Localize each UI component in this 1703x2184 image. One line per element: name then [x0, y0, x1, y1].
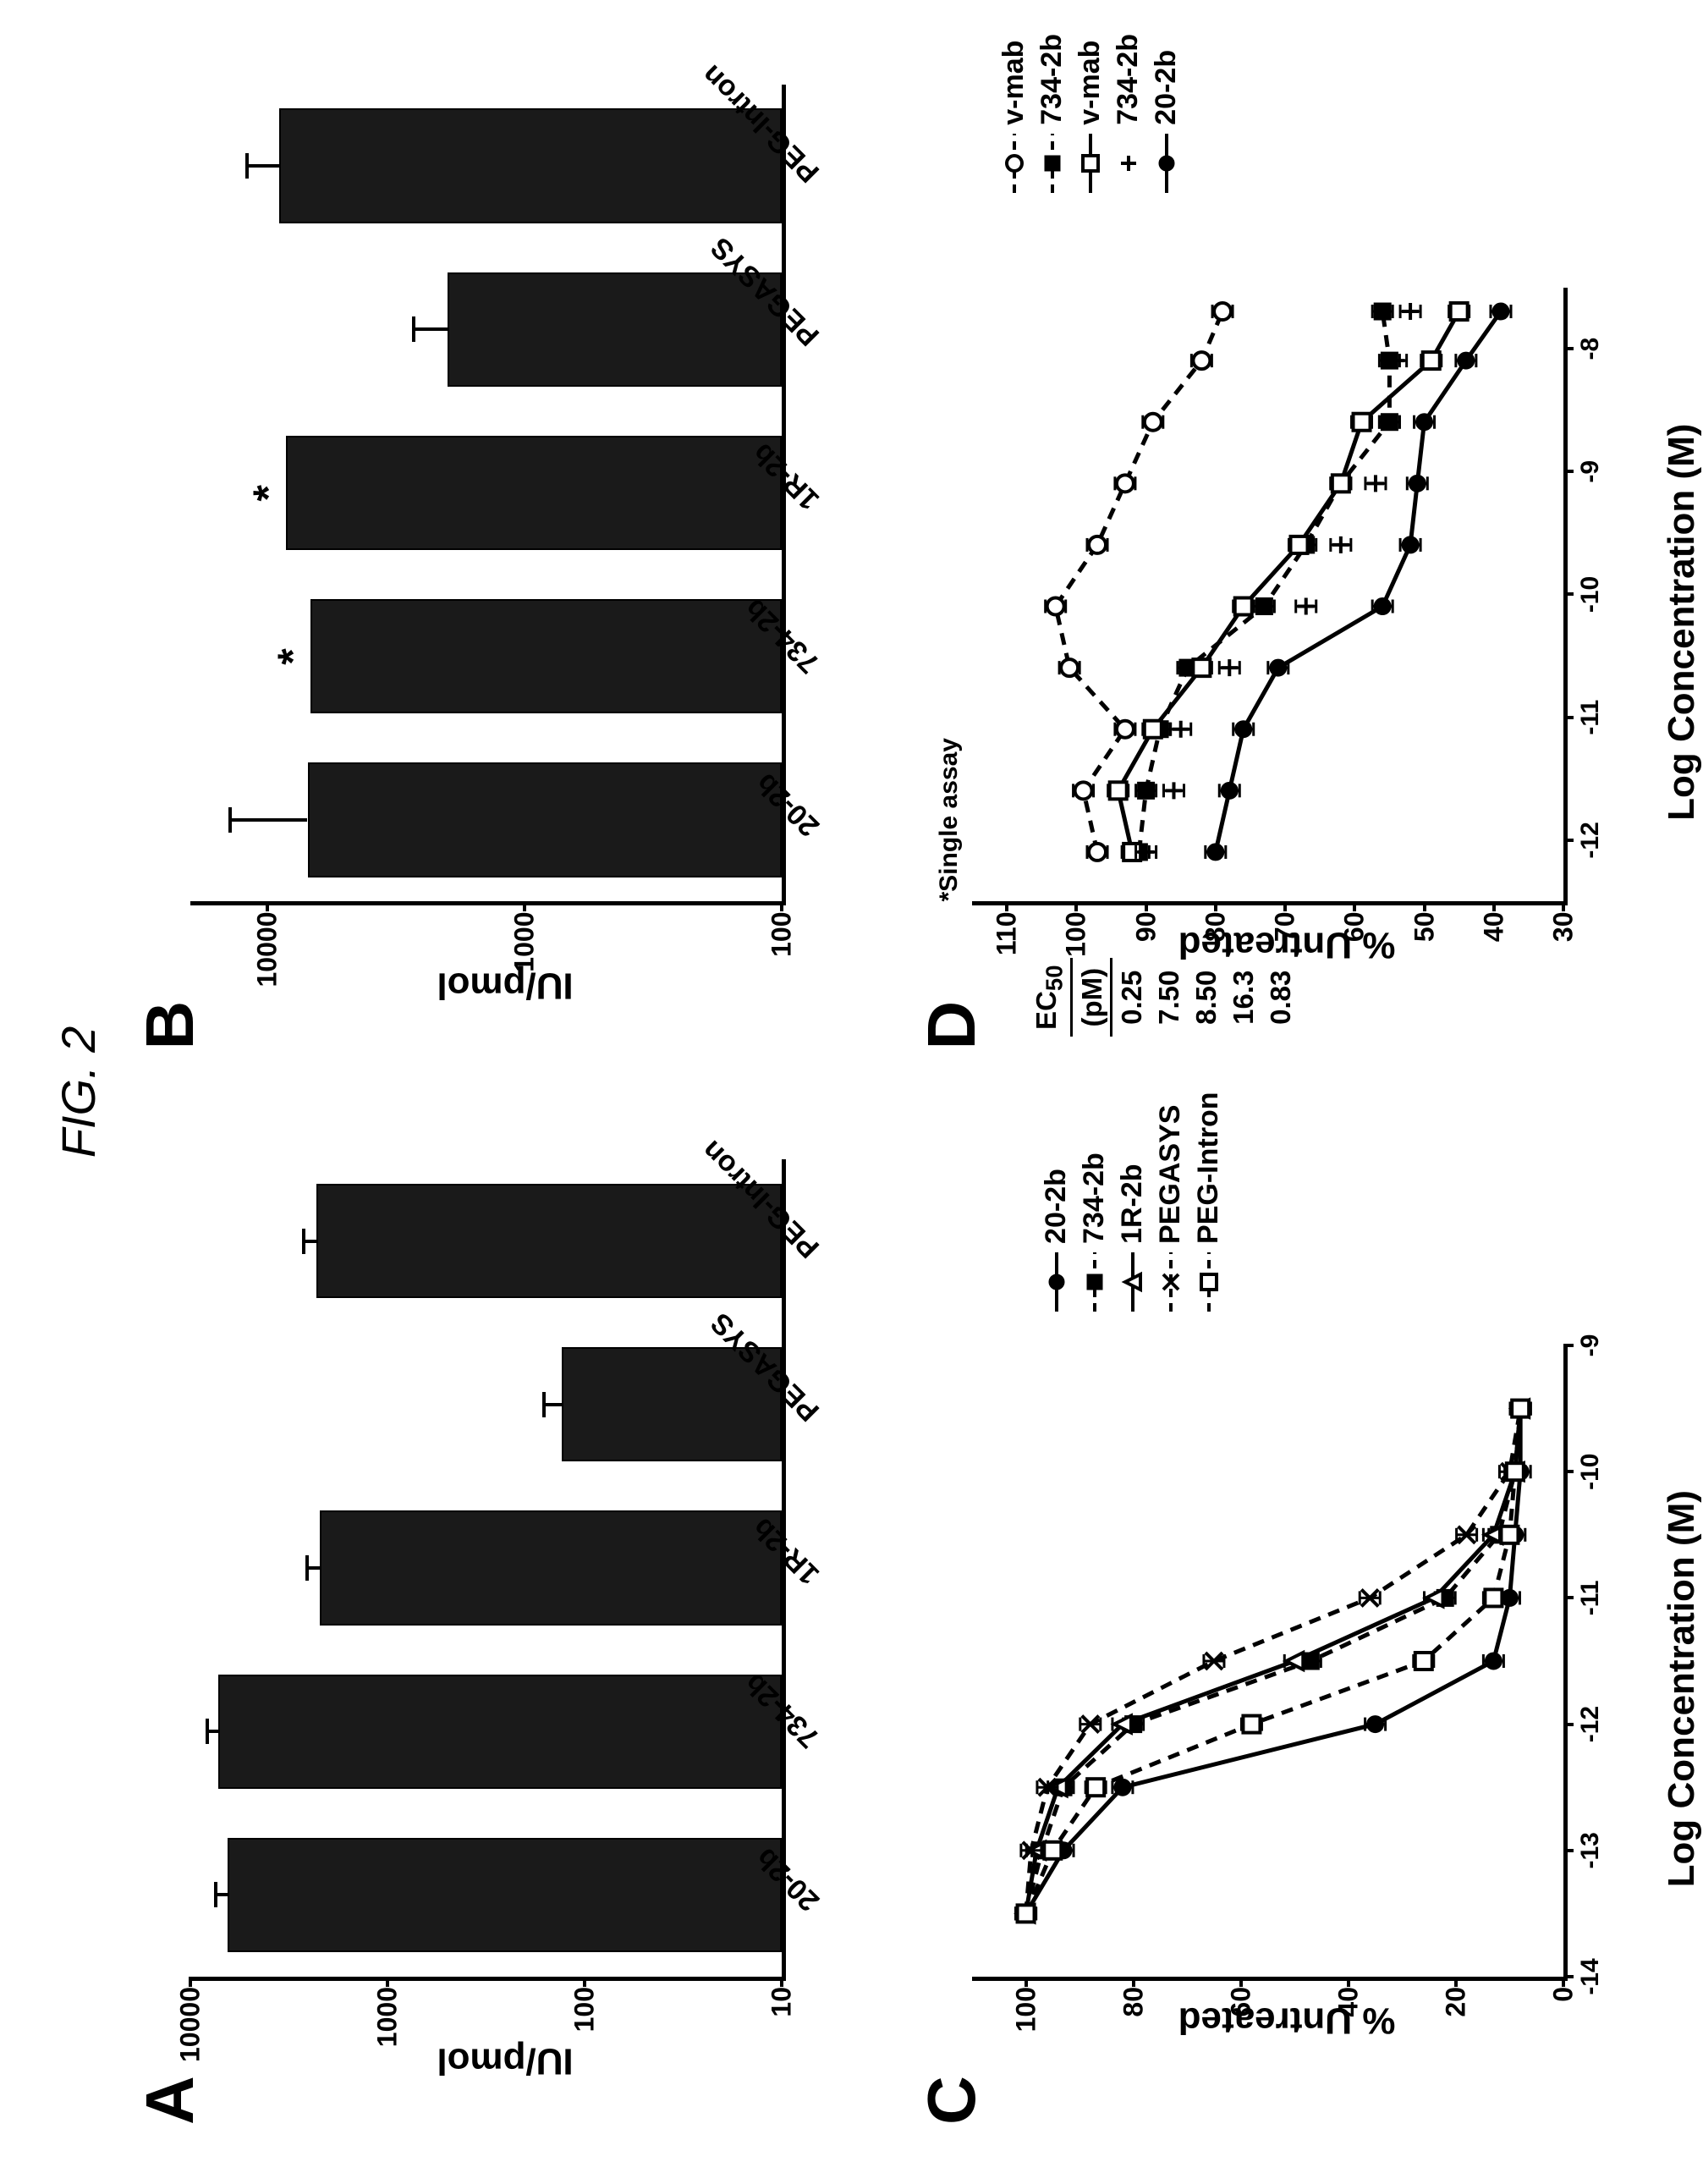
- panel-d-plotbox: 30405060708090100110-12-11-10-9-8: [972, 288, 1568, 906]
- legend-label: 1R-2b: [1116, 1164, 1149, 1243]
- panel-a-label: A: [131, 2076, 209, 2125]
- figure-title: FIG. 2: [51, 34, 106, 2150]
- legend-item: PEGASYS: [1154, 1092, 1187, 1312]
- panel-c: C % Untreated Log Concentration (M) 0204…: [921, 1109, 1652, 2151]
- panel-b-plotbox: 10010001000020-2b*734-2b*1R-2bPEGASYSPEG…: [190, 85, 786, 906]
- bar: [320, 1510, 782, 1625]
- x-tick-label: -11: [1576, 1581, 1605, 1616]
- panel-c-plotbox: 020406080100-14-13-12-11-10-9: [972, 1346, 1568, 1982]
- panel-c-label: C: [913, 2076, 991, 2125]
- x-tick-label: -12: [1576, 1706, 1605, 1742]
- x-tick-label: -10: [1576, 576, 1605, 613]
- legend-label: 734-2b: [1036, 34, 1068, 125]
- bar: [279, 109, 782, 223]
- bar: [448, 272, 782, 387]
- y-tick-label: 1000: [372, 1977, 404, 2047]
- panel-b-chart: IU/pmol 10010001000020-2b*734-2b*1R-2bPE…: [173, 68, 837, 974]
- asterisk: *: [268, 648, 317, 664]
- y-tick-label: 1000: [509, 902, 541, 972]
- panel-d-legend: v-mab734-2bv-mab734-2b20-2b: [997, 34, 1188, 193]
- panel-b-label: B: [131, 1001, 209, 1050]
- legend-label: PEG-Intron: [1192, 1092, 1225, 1244]
- panel-c-chart: % Untreated Log Concentration (M) 020406…: [955, 1329, 1618, 2049]
- legend-label: 734-2b: [1112, 34, 1145, 125]
- legend-item: v-mab: [1074, 34, 1107, 193]
- legend-label: 20-2b: [1040, 1169, 1073, 1244]
- bar: [228, 1838, 782, 1952]
- x-tick-label: -11: [1576, 700, 1605, 735]
- bar: [308, 762, 782, 877]
- x-tick-label: -8: [1576, 338, 1605, 360]
- legend-item: 734-2b: [1078, 1092, 1111, 1312]
- bar: [286, 436, 782, 550]
- asterisk: *: [244, 485, 293, 501]
- y-tick-label: 10000: [252, 902, 283, 987]
- legend-item: 734-2b: [1036, 34, 1068, 193]
- legend-item: v-mab: [997, 34, 1030, 193]
- panel-d-svg: [972, 288, 1563, 902]
- y-tick-label: 10000: [175, 1977, 206, 2062]
- bar: [310, 599, 782, 713]
- x-tick-label: -13: [1576, 1832, 1605, 1868]
- bar: [218, 1675, 782, 1789]
- panel-c-legend: 20-2b734-2b1R-2bPEGASYSPEG-Intron: [1040, 1092, 1230, 1312]
- legend-item: 734-2b: [1112, 34, 1145, 193]
- panel-c-xlabel: Log Concentration (M): [1661, 1490, 1703, 1887]
- x-tick-label: -10: [1576, 1454, 1605, 1490]
- legend-item: 1R-2b: [1116, 1092, 1149, 1312]
- x-tick-label: -9: [1576, 460, 1605, 483]
- panel-b-ylabel: IU/pmol: [437, 965, 573, 1007]
- legend-item: 20-2b: [1040, 1092, 1073, 1312]
- panel-a-chart: IU/pmol 1010010001000020-2b734-2b1R-2bPE…: [173, 1143, 837, 2049]
- x-tick-label: -12: [1576, 822, 1605, 858]
- panel-d-xlabel: Log Concentration (M): [1661, 424, 1703, 821]
- legend-label: 734-2b: [1078, 1153, 1111, 1244]
- figure-container: FIG. 2 A IU/pmol 1010010001000020-2b734-…: [0, 0, 1703, 2184]
- bar: [316, 1184, 782, 1298]
- panel-d: D % Untreated Log Concentration (M) 3040…: [921, 34, 1652, 1075]
- panel-d-label: D: [913, 1001, 991, 1050]
- legend-label: v-mab: [1074, 41, 1107, 125]
- legend-label: v-mab: [997, 41, 1030, 125]
- legend-label: PEGASYS: [1154, 1105, 1187, 1244]
- panel-b: B IU/pmol 10010001000020-2b*734-2b*1R-2b…: [140, 34, 871, 1075]
- panel-a-plotbox: 1010010001000020-2b734-2b1R-2bPEGASYSPEG…: [190, 1160, 786, 1982]
- legend-item: PEG-Intron: [1192, 1092, 1225, 1312]
- panel-a: A IU/pmol 1010010001000020-2b734-2b1R-2b…: [140, 1109, 871, 2151]
- panels-grid: A IU/pmol 1010010001000020-2b734-2b1R-2b…: [140, 34, 1652, 2150]
- panel-c-svg: [972, 1346, 1563, 1978]
- panel-d-chart: % Untreated Log Concentration (M) 304050…: [955, 271, 1618, 974]
- x-tick-label: -9: [1576, 1334, 1605, 1357]
- legend-item: 20-2b: [1150, 34, 1183, 193]
- legend-label: 20-2b: [1150, 50, 1183, 125]
- panel-a-ylabel: IU/pmol: [437, 2039, 573, 2082]
- x-tick-label: -14: [1576, 1958, 1605, 1994]
